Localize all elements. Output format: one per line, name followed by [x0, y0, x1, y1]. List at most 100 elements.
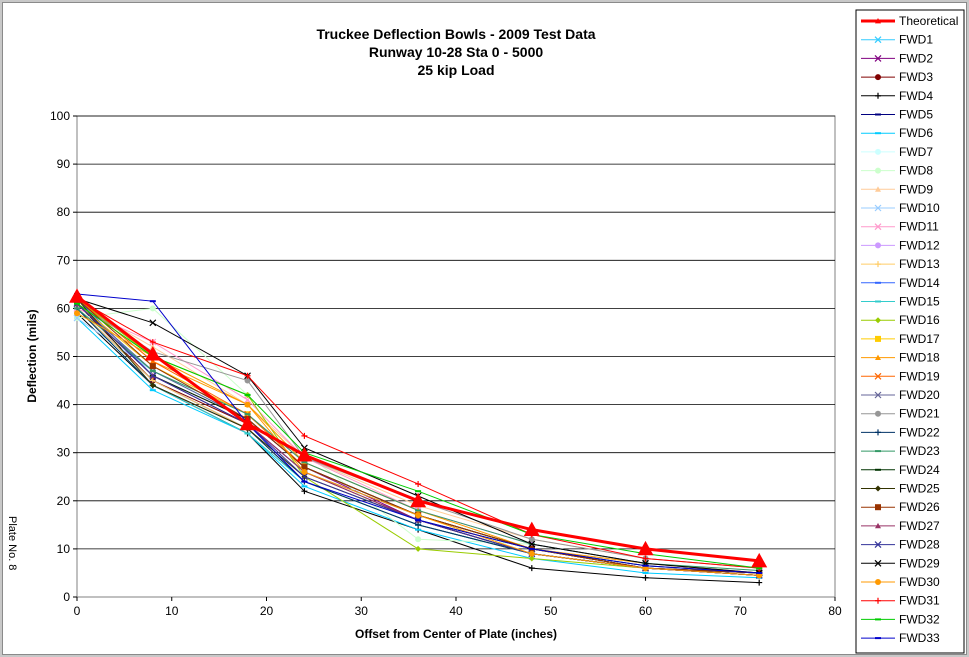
- legend-item: FWD32: [861, 612, 940, 626]
- x-axis-ticks: 0 10 20 30 40 50 60 70 80: [74, 597, 842, 618]
- data-point: [244, 401, 251, 408]
- data-point: [149, 319, 157, 327]
- legend-item: FWD21: [861, 407, 940, 421]
- data-point: [642, 555, 649, 562]
- data-point: [874, 372, 882, 380]
- x-tick-label: 40: [449, 604, 463, 618]
- data-point: [149, 363, 156, 370]
- legend-label: Theoretical: [899, 14, 958, 28]
- x-tick-label: 0: [74, 604, 81, 618]
- legend-item: FWD27: [861, 519, 940, 533]
- chart-title-line: 25 kip Load: [417, 62, 494, 78]
- data-point: [415, 536, 422, 543]
- legend-label: FWD29: [899, 556, 940, 570]
- data-point: [875, 335, 881, 342]
- data-point: [69, 288, 85, 303]
- legend-item: FWD7: [861, 145, 933, 159]
- data-point: [642, 564, 649, 567]
- legend-label: FWD5: [899, 108, 933, 122]
- data-point: [875, 317, 881, 324]
- data-point: [301, 488, 308, 495]
- legend-label: FWD10: [899, 201, 940, 215]
- data-point: [244, 393, 251, 396]
- legend-item: FWD19: [861, 369, 940, 383]
- data-point: [874, 204, 882, 212]
- data-point: [875, 504, 881, 511]
- legend-label: FWD23: [899, 444, 940, 458]
- legend-label: FWD1: [899, 33, 933, 47]
- legend-item: FWD23: [861, 444, 940, 458]
- legend-label: FWD32: [899, 612, 940, 626]
- legend-label: FWD22: [899, 425, 940, 439]
- data-point: [756, 567, 763, 570]
- data-point: [875, 618, 881, 621]
- legend-item: FWD9: [861, 182, 933, 196]
- data-point: [149, 372, 157, 380]
- legend-label: FWD16: [899, 313, 940, 327]
- data-point: [244, 377, 251, 384]
- gridlines: [77, 115, 835, 550]
- data-point: [149, 382, 156, 389]
- data-point: [74, 307, 80, 310]
- data-point: [144, 346, 161, 361]
- y-tick-label: 10: [57, 542, 71, 556]
- legend-item: Theoretical: [861, 14, 958, 28]
- data-point: [74, 302, 80, 305]
- data-point: [875, 92, 881, 99]
- legend-label: FWD18: [899, 351, 940, 365]
- chart-title-line: Truckee Deflection Bowls - 2009 Test Dat…: [316, 26, 595, 42]
- data-point: [751, 552, 768, 568]
- legend-label: FWD4: [899, 89, 933, 103]
- data-point: [875, 148, 881, 155]
- data-point: [875, 281, 881, 284]
- legend-label: FWD31: [899, 594, 940, 608]
- series-line: [76, 293, 760, 574]
- legend-item: FWD1: [861, 33, 933, 47]
- data-point: [415, 509, 422, 512]
- legend-item: FWD20: [861, 388, 940, 402]
- legend-item: FWD18: [861, 351, 940, 365]
- legend-label: FWD11: [899, 220, 939, 234]
- legend-box: [855, 9, 965, 654]
- y-tick-label: 80: [57, 205, 71, 219]
- x-tick-label: 60: [639, 604, 653, 618]
- legend-label: FWD27: [899, 519, 940, 533]
- data-point: [296, 447, 313, 462]
- legend-item: FWD15: [861, 295, 940, 309]
- data-point: [149, 305, 156, 312]
- legend-label: FWD24: [899, 463, 940, 477]
- legend-item: FWD22: [861, 425, 940, 439]
- legend-item: FWD24: [861, 463, 940, 477]
- data-point: [875, 132, 881, 135]
- legend-label: FWD14: [899, 276, 940, 290]
- data-point: [875, 485, 881, 492]
- legend-label: FWD9: [899, 182, 933, 196]
- legend-item: FWD28: [861, 538, 940, 552]
- data-point: [301, 480, 308, 483]
- legend-item: FWD11: [861, 220, 939, 234]
- data-point: [875, 167, 881, 174]
- y-tick-label: 50: [57, 350, 71, 364]
- legend-item: FWD12: [861, 238, 940, 252]
- x-tick-label: 10: [165, 604, 179, 618]
- legend-label: FWD17: [899, 332, 940, 346]
- legend-item: FWD33: [861, 631, 940, 645]
- series-line: [76, 295, 760, 563]
- data-point: [875, 186, 881, 192]
- data-point: [73, 314, 81, 322]
- data-point: [875, 300, 881, 303]
- series-line: [76, 317, 760, 579]
- data-point: [244, 432, 251, 435]
- y-tick-label: 0: [63, 590, 70, 604]
- data-point: [875, 597, 881, 604]
- data-point: [875, 18, 881, 24]
- data-point: [149, 300, 156, 303]
- y-tick-label: 100: [50, 109, 70, 123]
- legend-item: FWD29: [861, 556, 940, 570]
- y-tick-label: 90: [57, 157, 71, 171]
- legend-label: FWD20: [899, 388, 940, 402]
- data-point: [528, 565, 535, 572]
- y-axis-ticks: 0 10 20 30 40 50 60 70 80 90 100: [50, 109, 77, 604]
- data-point: [528, 547, 535, 550]
